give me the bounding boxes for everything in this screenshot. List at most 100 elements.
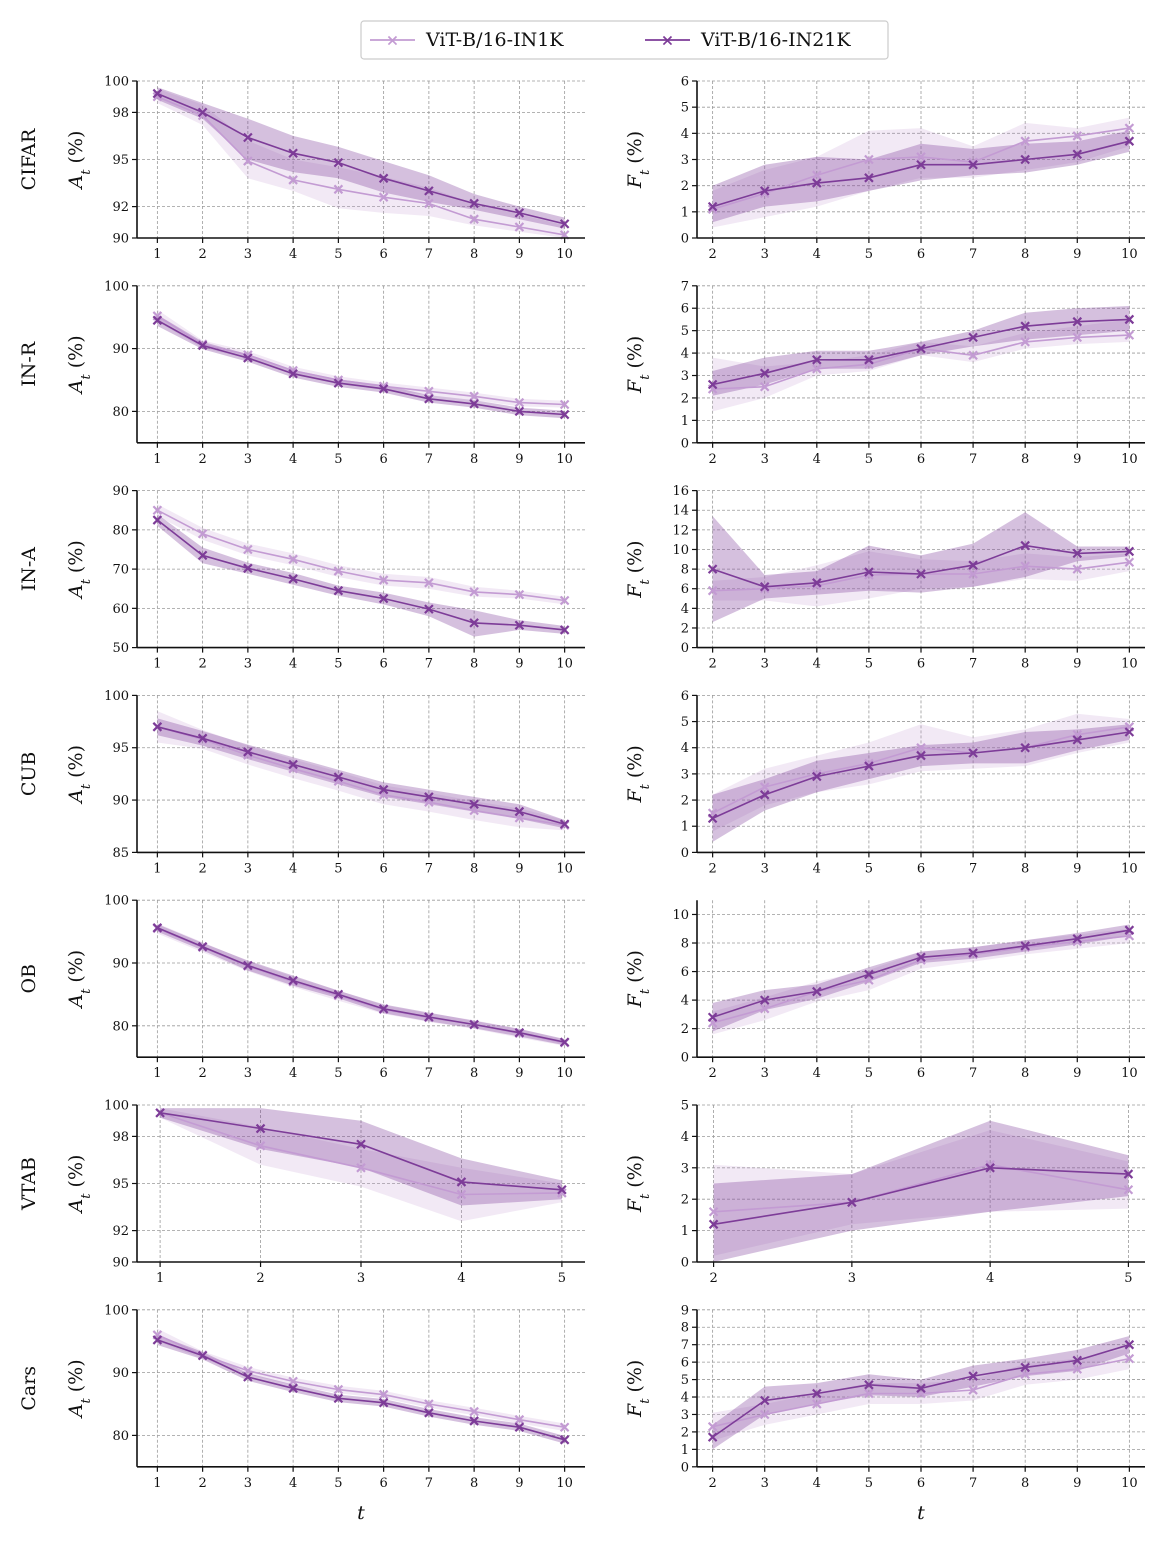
y-axis-label-subscript: t bbox=[638, 783, 653, 789]
panel-in-a-fgt: 2 3 4 5 6 7 8 9 10 0 2 4 6 8 10 12 14 16 Ft (%) bbox=[624, 484, 1145, 672]
panel-ob-fgt: 2 3 4 5 6 7 8 9 10 0 2 4 6 8 10 Ft (%) bbox=[624, 900, 1145, 1081]
x-tick-label: 2 bbox=[708, 452, 716, 467]
legend-marker-in1k: × bbox=[386, 31, 399, 50]
y-tick-label: 5 bbox=[681, 1099, 689, 1114]
point-in21k bbox=[243, 353, 253, 363]
point-in1k bbox=[469, 391, 479, 402]
point-in1k bbox=[424, 578, 434, 588]
y-tick-label: 2 bbox=[681, 794, 689, 809]
series-line-in21k bbox=[157, 726, 565, 825]
point-in1k bbox=[864, 154, 874, 165]
x-tick-label: 3 bbox=[244, 452, 252, 467]
y-tick-label: 2 bbox=[681, 179, 689, 194]
point-in21k bbox=[864, 969, 874, 980]
y-axis-label-symbol: A bbox=[65, 584, 87, 600]
point-in21k bbox=[1072, 933, 1083, 944]
point-in1k bbox=[559, 1422, 570, 1433]
point-in1k bbox=[288, 554, 298, 565]
y-tick-label: 8 bbox=[681, 563, 689, 578]
x-tick-label: 8 bbox=[470, 1476, 478, 1491]
point-in21k bbox=[916, 1383, 926, 1394]
x-tick-label: 7 bbox=[425, 247, 433, 262]
point-in1k bbox=[255, 1141, 266, 1151]
point-in21k bbox=[1072, 735, 1083, 745]
y-axis-label: Ft (%) bbox=[624, 540, 653, 598]
point-in21k bbox=[378, 1004, 389, 1014]
x-tick-label: 3 bbox=[244, 1476, 252, 1491]
point-in21k bbox=[916, 952, 926, 963]
y-tick-label: 100 bbox=[104, 279, 129, 294]
y-tick-label: 2 bbox=[681, 621, 689, 636]
y-axis-label-symbol: F bbox=[624, 1198, 646, 1213]
point-in21k bbox=[1020, 540, 1030, 551]
y-tick-label: 5 bbox=[681, 324, 689, 339]
point-in1k bbox=[968, 350, 978, 361]
point-in1k bbox=[968, 569, 978, 579]
y-tick-label: 3 bbox=[681, 767, 689, 782]
x-tick-label: 9 bbox=[515, 1066, 523, 1081]
y-axis-label-symbol: A bbox=[65, 994, 87, 1010]
point-in21k bbox=[916, 569, 926, 579]
x-tick-label: 4 bbox=[813, 247, 821, 262]
y-axis-label-subscript: t bbox=[79, 783, 94, 789]
y-tick-label: 80 bbox=[112, 1019, 129, 1034]
x-tick-label: 5 bbox=[334, 452, 342, 467]
point-in21k bbox=[559, 1037, 570, 1047]
point-in21k bbox=[288, 148, 298, 158]
x-tick-label: 3 bbox=[761, 452, 769, 467]
point-in1k bbox=[514, 397, 525, 408]
point-in1k bbox=[378, 1389, 389, 1400]
point-in21k bbox=[514, 620, 525, 631]
point-in21k bbox=[243, 1372, 253, 1382]
x-tick-label: 6 bbox=[917, 1066, 925, 1081]
point-in21k bbox=[255, 1123, 266, 1134]
point-in21k bbox=[378, 784, 389, 795]
point-in21k bbox=[152, 923, 163, 933]
point-in21k bbox=[243, 563, 253, 574]
x-tick-label: 7 bbox=[969, 452, 977, 467]
y-axis-label-unit: (%) bbox=[624, 540, 646, 573]
y-tick-label: 90 bbox=[112, 957, 129, 972]
x-tick-label: 5 bbox=[334, 657, 342, 672]
y-axis-label-subscript: t bbox=[638, 1193, 653, 1199]
x-tick-label: 2 bbox=[198, 452, 206, 467]
y-axis-label: At (%) bbox=[65, 335, 94, 395]
series-line-in1k bbox=[156, 315, 565, 406]
x-tick-label: 9 bbox=[1073, 1476, 1081, 1491]
point-in1k bbox=[559, 595, 570, 606]
y-tick-label: 50 bbox=[112, 641, 129, 656]
x-tick-label: 10 bbox=[1121, 247, 1138, 262]
point-in21k bbox=[152, 1335, 163, 1345]
y-axis-label-unit: (%) bbox=[65, 335, 87, 368]
x-tick-label: 2 bbox=[198, 861, 206, 876]
series-line-in1k bbox=[157, 1334, 565, 1428]
point-in1k bbox=[1020, 136, 1030, 146]
point-in21k bbox=[916, 159, 926, 170]
y-axis-label: Ft (%) bbox=[624, 336, 653, 394]
band-in1k bbox=[712, 117, 1130, 228]
series-line-in1k bbox=[157, 509, 565, 602]
x-tick-label: 8 bbox=[1021, 1476, 1029, 1491]
point-in21k bbox=[1124, 546, 1135, 557]
point-in21k bbox=[968, 1371, 978, 1381]
point-in21k bbox=[1020, 321, 1030, 331]
x-tick-label: 5 bbox=[334, 247, 342, 262]
y-tick-label: 5 bbox=[681, 1373, 689, 1388]
point-in21k bbox=[707, 201, 718, 212]
y-tick-label: 0 bbox=[681, 641, 689, 656]
band-in21k bbox=[712, 512, 1130, 623]
y-tick-label: 7 bbox=[681, 279, 689, 294]
y-tick-label: 3 bbox=[681, 153, 689, 168]
x-tick-label: 1 bbox=[153, 247, 161, 262]
y-axis-label-subscript: t bbox=[79, 373, 94, 379]
y-axis-label-symbol: F bbox=[624, 993, 646, 1008]
y-axis-label-unit: (%) bbox=[624, 336, 646, 369]
point-in21k bbox=[1124, 925, 1135, 935]
y-axis-label: At (%) bbox=[65, 950, 94, 1010]
x-tick-label: 5 bbox=[865, 861, 873, 876]
point-in1k bbox=[812, 1399, 822, 1409]
x-tick-label: 2 bbox=[198, 247, 206, 262]
point-in1k bbox=[288, 175, 298, 185]
row-label: Cars bbox=[18, 1366, 40, 1411]
